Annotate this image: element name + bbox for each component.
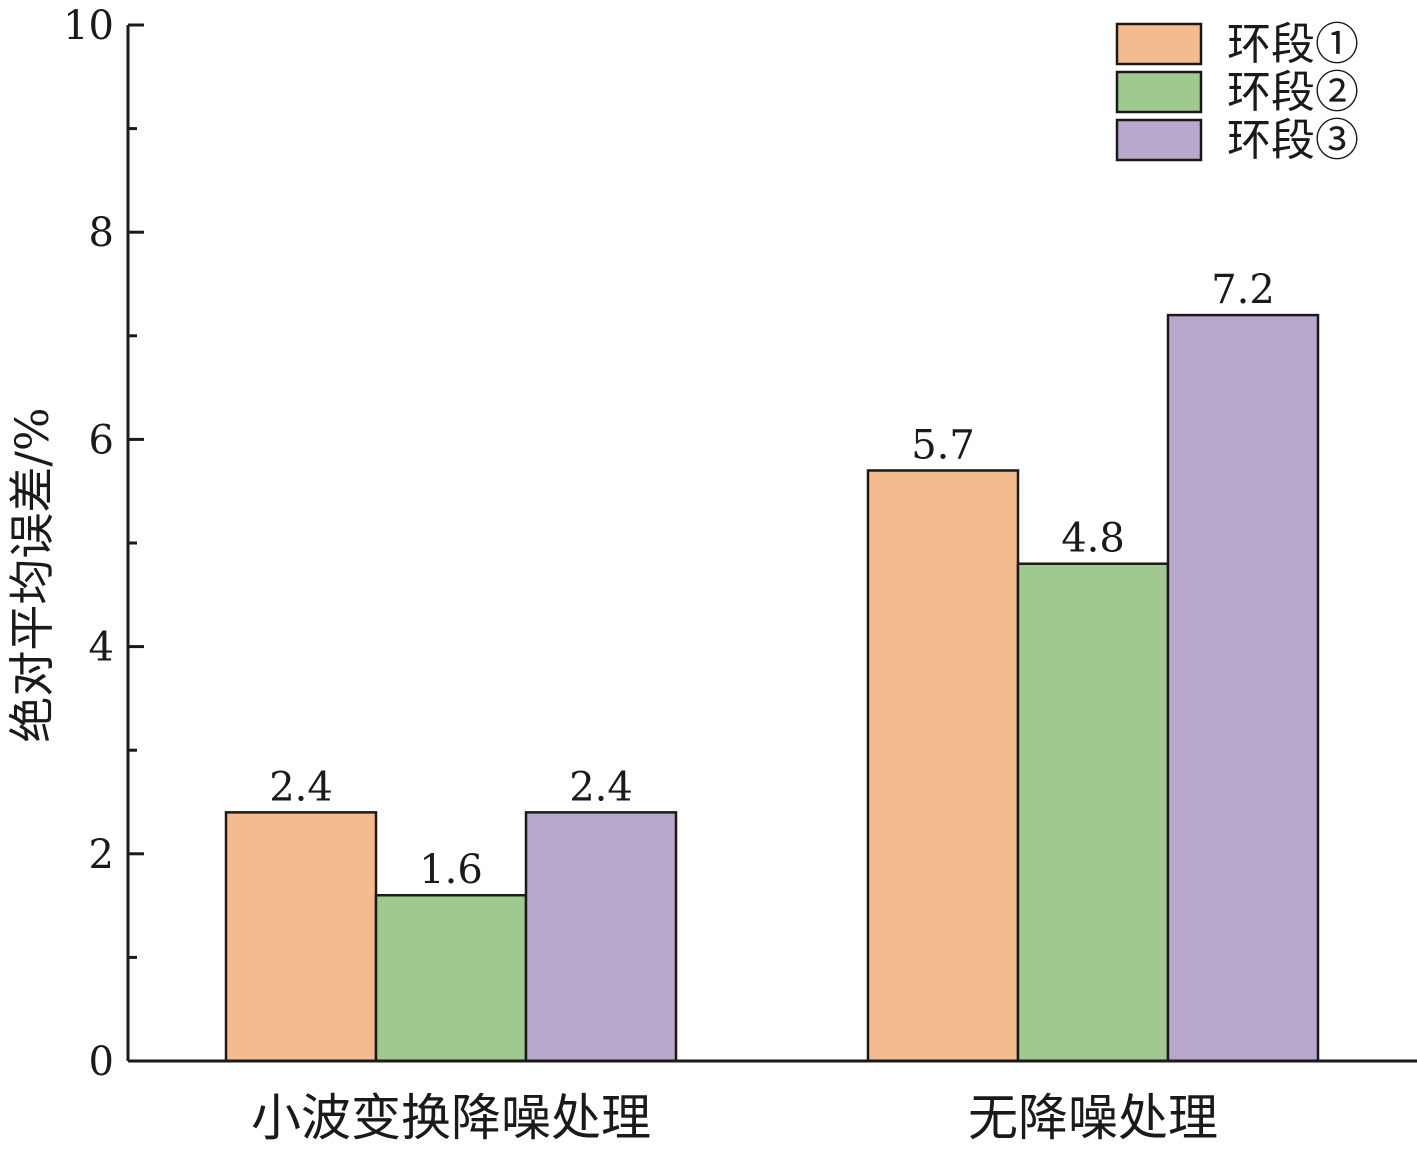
category-label-1: 小波变换降噪处理 [251, 1089, 651, 1147]
bar-2-2 [1016, 562, 1170, 1063]
data-label-1-1: 2.4 [269, 764, 333, 810]
data-label-2-1: 5.7 [911, 422, 975, 468]
bar-1-1 [224, 811, 378, 1063]
data-label-2-2: 4.8 [1061, 516, 1125, 562]
y-axis-title: 绝对平均误差/% [5, 407, 59, 742]
bar-1-2 [374, 893, 528, 1063]
bar-1-3 [524, 811, 678, 1063]
legend-label-2: 环段② [1227, 67, 1359, 118]
labels-layer: 2.4 1.6 2.4 小波变换降噪处理 5.7 4.8 7.2 无降噪处理 [251, 267, 1275, 1147]
bars-layer [224, 313, 1320, 1063]
data-label-1-2: 1.6 [419, 847, 483, 893]
y-tick-label: 10 [63, 3, 114, 49]
data-label-1-3: 2.4 [569, 764, 633, 810]
legend-label-1: 环段① [1227, 19, 1359, 70]
y-tick-label: 0 [89, 1039, 114, 1085]
axes-layer: 0 2 4 6 8 10 [63, 3, 1417, 1085]
y-tick-label: 6 [89, 417, 114, 463]
legend-swatch-2 [1115, 70, 1203, 114]
bar-2-3 [1166, 313, 1320, 1063]
legend-swatch-3 [1115, 118, 1203, 162]
category-label-2: 无降噪处理 [968, 1089, 1218, 1147]
bar-2-1 [866, 469, 1020, 1063]
legend-label-3: 环段③ [1227, 115, 1359, 166]
y-tick-label: 8 [89, 210, 114, 256]
legend-swatch-1 [1115, 22, 1203, 66]
y-tick-label: 4 [89, 625, 114, 671]
y-tick-label: 2 [89, 832, 114, 878]
data-label-2-3: 7.2 [1211, 267, 1275, 313]
